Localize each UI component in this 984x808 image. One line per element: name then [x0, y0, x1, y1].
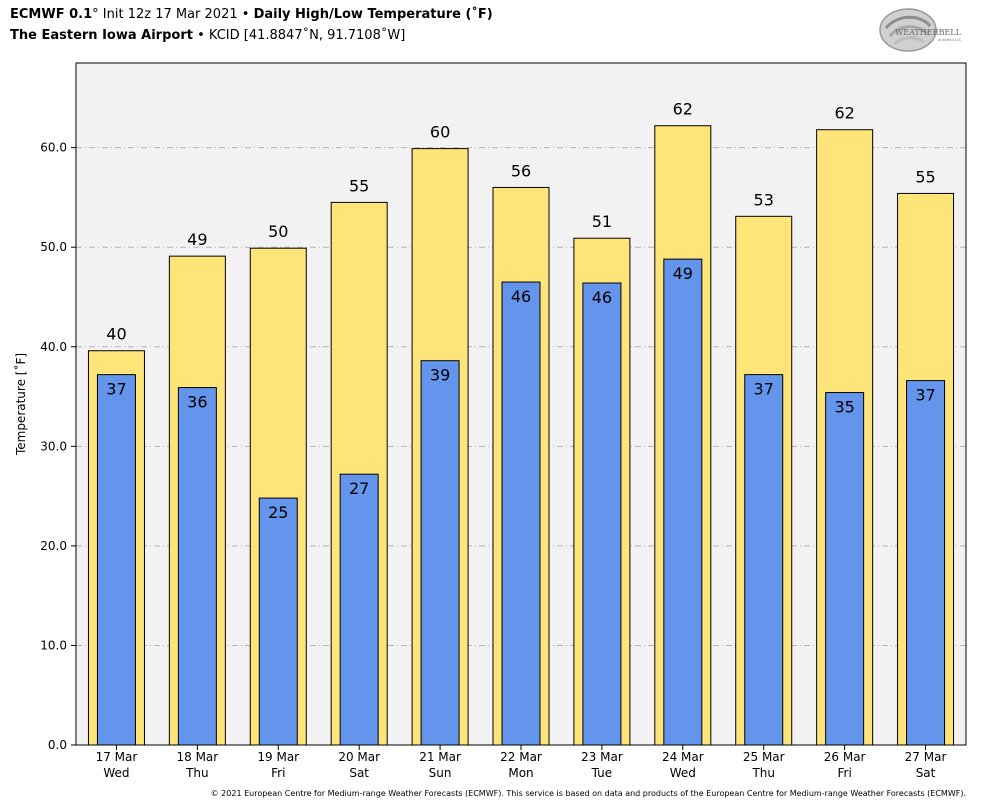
x-tick-label-date: 23 Mar	[581, 750, 623, 764]
low-temp-label: 46	[592, 288, 612, 307]
x-tick-label-day: Sat	[916, 766, 936, 780]
low-temp-label: 46	[511, 287, 531, 306]
x-tick-label-day: Sun	[429, 766, 452, 780]
low-temp-bar	[339, 473, 379, 746]
high-temp-label: 56	[511, 161, 531, 180]
y-tick-label: 30.0	[40, 439, 67, 453]
station-detail: KCID [41.8847˚N, 91.7108˚W]	[208, 28, 406, 43]
high-temp-label: 49	[187, 230, 207, 249]
high-temp-label: 40	[106, 325, 126, 344]
high-temp-label: 60	[430, 123, 450, 142]
y-tick-label: 10.0	[40, 638, 67, 652]
low-temp-bar	[825, 392, 865, 746]
y-tick-label: 20.0	[40, 539, 67, 553]
low-temp-label: 37	[754, 380, 774, 399]
low-temp-bar	[663, 258, 703, 746]
x-tick-label-date: 19 Mar	[257, 750, 299, 764]
low-temp-label: 49	[673, 264, 693, 283]
x-tick-label-day: Mon	[508, 766, 533, 780]
y-tick-label: 60.0	[40, 141, 67, 155]
copyright-footer: © 2021 European Centre for Medium-range …	[210, 789, 966, 798]
low-temp-bar	[258, 497, 298, 746]
high-temp-label: 55	[915, 167, 935, 186]
chart-title: ECMWF 0.1° Init 12z 17 Mar 2021 • Daily …	[10, 6, 493, 23]
title-bullet: •	[241, 7, 250, 22]
low-temp-bar	[177, 387, 217, 746]
low-temp-bar	[582, 282, 622, 746]
y-tick-label: 50.0	[40, 240, 67, 254]
x-tick-label-day: Tue	[591, 766, 613, 780]
y-tick-label: 40.0	[40, 340, 67, 354]
logo-text: WEATHERBELL	[895, 28, 962, 37]
low-temp-bar	[96, 374, 136, 746]
x-tick-label-date: 24 Mar	[662, 750, 704, 764]
x-tick-label-date: 20 Mar	[338, 750, 380, 764]
y-axis-label: Temperature [˚F]	[13, 353, 28, 456]
x-tick-label-day: Thu	[751, 766, 775, 780]
weatherbell-logo: WEATHERBELL Analytics LLC	[879, 8, 962, 52]
low-temp-bar	[744, 374, 784, 746]
model-name: ECMWF 0.1	[10, 7, 93, 22]
x-tick-label-date: 18 Mar	[176, 750, 218, 764]
high-temp-label: 55	[349, 176, 369, 195]
x-tick-label-day: Sat	[349, 766, 369, 780]
high-temp-label: 53	[754, 190, 774, 209]
init-time: Init 12z 17 Mar 2021	[102, 7, 238, 22]
low-temp-label: 25	[268, 503, 288, 522]
high-temp-label: 62	[834, 104, 854, 123]
x-tick-label-date: 17 Mar	[96, 750, 138, 764]
low-temp-label: 37	[915, 386, 935, 405]
high-temp-label: 62	[673, 100, 693, 119]
chart-subtitle: The Eastern Iowa Airport • KCID [41.8847…	[10, 27, 405, 44]
low-temp-bar	[420, 360, 460, 746]
x-tick-label-date: 21 Mar	[419, 750, 461, 764]
low-temp-label: 37	[106, 380, 126, 399]
degree-symbol: °	[92, 7, 99, 22]
x-tick-label-date: 26 Mar	[824, 750, 866, 764]
x-tick-label-date: 27 Mar	[905, 750, 947, 764]
low-temp-bar	[501, 281, 541, 746]
low-temp-label: 35	[834, 398, 854, 417]
low-temp-label: 27	[349, 479, 369, 498]
x-tick-label-date: 25 Mar	[743, 750, 785, 764]
plot-frame	[75, 62, 967, 746]
x-tick-label-day: Wed	[670, 766, 696, 780]
high-temp-label: 50	[268, 222, 288, 241]
low-temp-label: 36	[187, 393, 207, 412]
subtitle-bullet: •	[197, 28, 205, 43]
logo-subtext: Analytics LLC	[938, 38, 962, 42]
x-tick-label-day: Thu	[185, 766, 209, 780]
x-tick-label-day: Wed	[103, 766, 129, 780]
y-tick-label: 0.0	[48, 738, 67, 752]
low-temp-bar	[906, 380, 946, 746]
product-name: Daily High/Low Temperature (˚F)	[253, 7, 493, 22]
x-tick-label-day: Fri	[271, 766, 285, 780]
x-tick-label-day: Fri	[837, 766, 851, 780]
station-name: The Eastern Iowa Airport	[10, 28, 193, 43]
x-tick-label-date: 22 Mar	[500, 750, 542, 764]
high-temp-label: 51	[592, 212, 612, 231]
low-temp-label: 39	[430, 366, 450, 385]
